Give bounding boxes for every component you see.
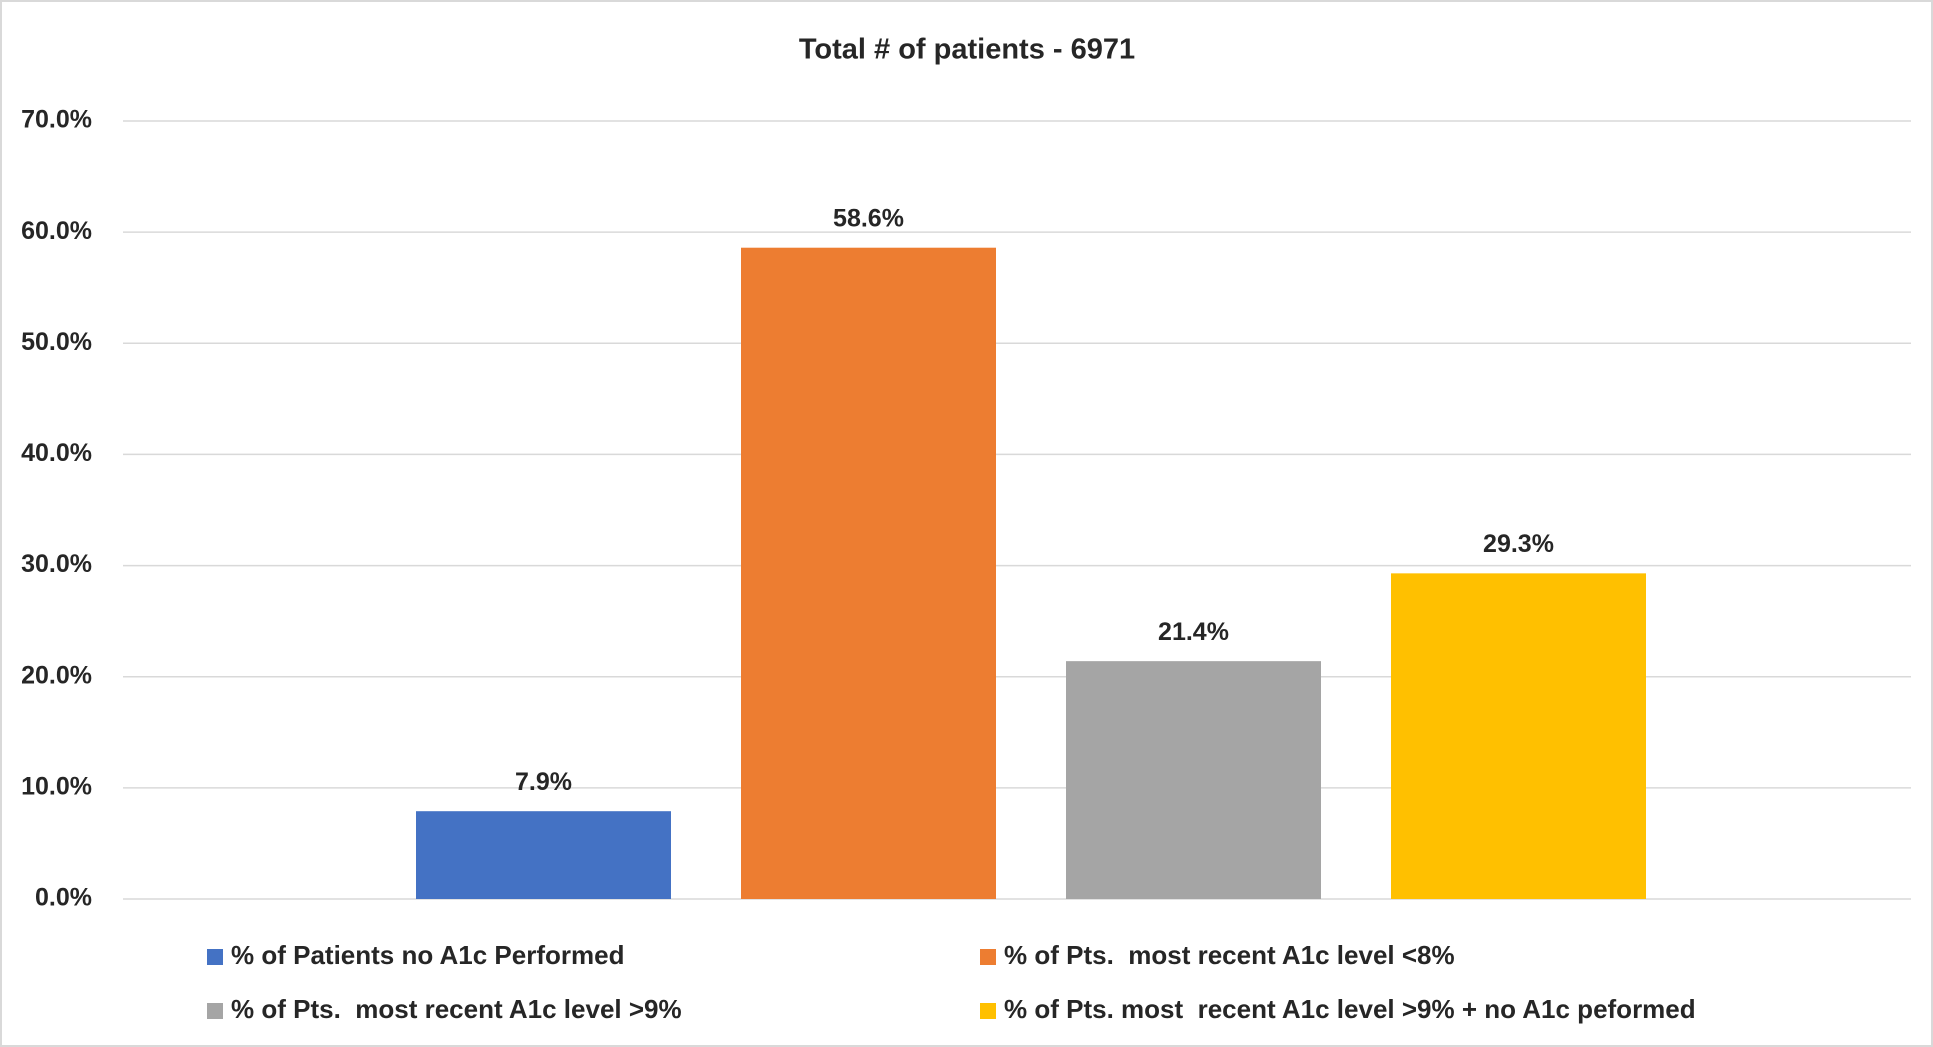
legend-label: % of Pts. most recent A1c level >9% <box>231 994 682 1024</box>
legend-label: % of Pts. most recent A1c level >9% + no… <box>1004 994 1696 1024</box>
legend-swatch <box>980 949 996 965</box>
y-tick-label: 50.0% <box>21 328 92 356</box>
legend-label: % of Pts. most recent A1c level <8% <box>1004 940 1455 970</box>
y-tick-label: 70.0% <box>21 106 92 134</box>
legend-swatch <box>980 1003 996 1019</box>
bar <box>1066 661 1321 899</box>
y-tick-label: 30.0% <box>21 550 92 578</box>
bar <box>416 811 671 899</box>
chart-title: Total # of patients - 6971 <box>799 34 1135 66</box>
y-tick-label: 20.0% <box>21 661 92 689</box>
y-tick-label: 0.0% <box>35 884 92 912</box>
bar <box>1391 573 1646 899</box>
bar <box>741 247 996 899</box>
data-label: 58.6% <box>833 204 904 232</box>
data-label: 7.9% <box>515 768 572 796</box>
y-tick-label: 60.0% <box>21 217 92 245</box>
legend-swatch <box>207 1003 223 1019</box>
data-label: 29.3% <box>1483 530 1554 558</box>
y-tick-label: 10.0% <box>21 772 92 800</box>
legend-swatch <box>207 949 223 965</box>
legend-label: % of Patients no A1c Performed <box>231 940 624 970</box>
data-label: 21.4% <box>1158 618 1229 646</box>
y-tick-label: 40.0% <box>21 439 92 467</box>
